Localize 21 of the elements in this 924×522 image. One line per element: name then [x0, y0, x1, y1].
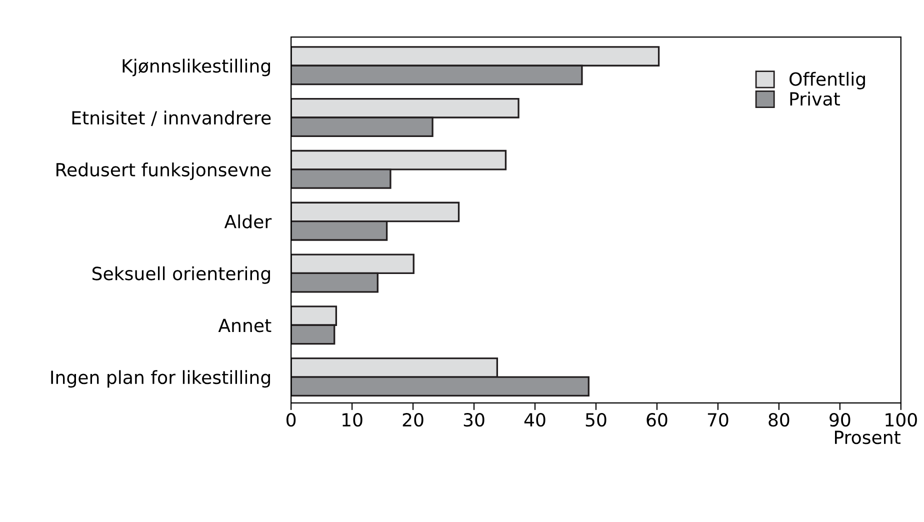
x-tick-label: 50 [586, 413, 606, 427]
y-tick-label: Seksuell orientering [92, 266, 270, 284]
y-tick-label: Alder [224, 214, 272, 228]
legend-label: Privat [790, 92, 840, 106]
x-tick-label: 80 [768, 413, 790, 427]
x-tick-label: 90 [830, 413, 850, 427]
x-tick-label: 60 [646, 413, 668, 427]
y-tick-label: Ingen plan for likestilling [51, 370, 270, 388]
x-axis-title: Prosent [835, 430, 900, 444]
x-tick-label: 20 [402, 413, 424, 427]
x-tick-label: 70 [708, 413, 728, 427]
y-tick-label: Redusert funksjonsevne [56, 162, 271, 180]
y-tick-label: Kjønnslikestilling [122, 58, 270, 76]
x-tick-label: 30 [464, 413, 484, 427]
x-tick-label: 10 [342, 413, 362, 427]
y-tick-label: Etnisitet / innvandrere [72, 110, 271, 126]
y-tick-label: Annet [218, 318, 272, 332]
x-tick-label: 100 [886, 413, 917, 427]
legend-label: Offentlig [790, 72, 865, 90]
x-tick-label: 40 [524, 413, 546, 427]
x-tick-label: 0 [286, 413, 296, 427]
